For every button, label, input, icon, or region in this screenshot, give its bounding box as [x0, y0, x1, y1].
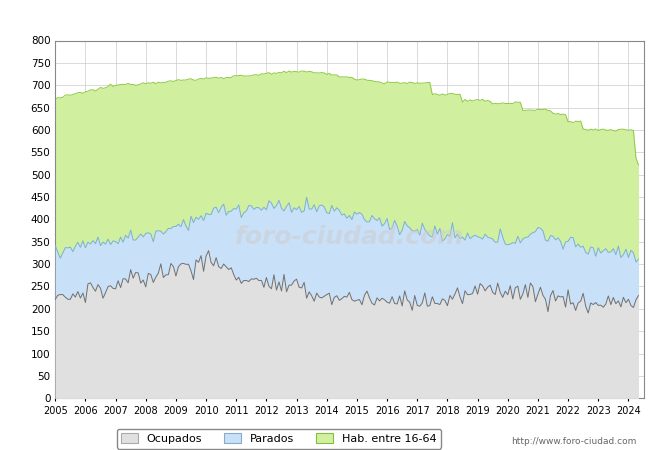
Text: Villanueva del Rey - Evolucion de la poblacion en edad de Trabajar Mayo de 2024: Villanueva del Rey - Evolucion de la pob…: [84, 12, 566, 25]
Text: foro-ciudad.com: foro-ciudad.com: [235, 225, 464, 249]
Text: http://www.foro-ciudad.com: http://www.foro-ciudad.com: [512, 436, 637, 446]
Legend: Ocupados, Parados, Hab. entre 16-64: Ocupados, Parados, Hab. entre 16-64: [116, 429, 441, 449]
